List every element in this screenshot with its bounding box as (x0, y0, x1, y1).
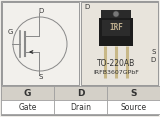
Text: S: S (130, 88, 137, 97)
FancyBboxPatch shape (54, 100, 107, 114)
Text: S: S (152, 49, 156, 55)
Text: Gate: Gate (18, 102, 37, 112)
Circle shape (113, 11, 119, 17)
Text: D: D (151, 57, 156, 63)
FancyBboxPatch shape (102, 20, 130, 36)
FancyBboxPatch shape (2, 2, 79, 85)
Text: G: G (7, 29, 13, 35)
Text: TO-220AB: TO-220AB (97, 58, 135, 68)
FancyBboxPatch shape (1, 1, 158, 115)
Text: D: D (38, 8, 44, 14)
FancyBboxPatch shape (99, 18, 133, 46)
Text: IRFB3607GPbF: IRFB3607GPbF (93, 69, 139, 75)
Text: G: G (24, 88, 31, 97)
Text: D: D (84, 4, 89, 10)
Text: IRF: IRF (109, 24, 123, 33)
FancyBboxPatch shape (107, 86, 160, 100)
Text: D: D (77, 88, 84, 97)
FancyBboxPatch shape (1, 100, 54, 114)
Text: Source: Source (120, 102, 147, 112)
FancyBboxPatch shape (1, 86, 159, 114)
FancyBboxPatch shape (54, 86, 107, 100)
Text: Drain: Drain (70, 102, 91, 112)
Text: S: S (39, 74, 43, 80)
FancyBboxPatch shape (81, 2, 158, 85)
FancyBboxPatch shape (101, 10, 131, 18)
FancyBboxPatch shape (107, 100, 160, 114)
FancyBboxPatch shape (1, 86, 54, 100)
